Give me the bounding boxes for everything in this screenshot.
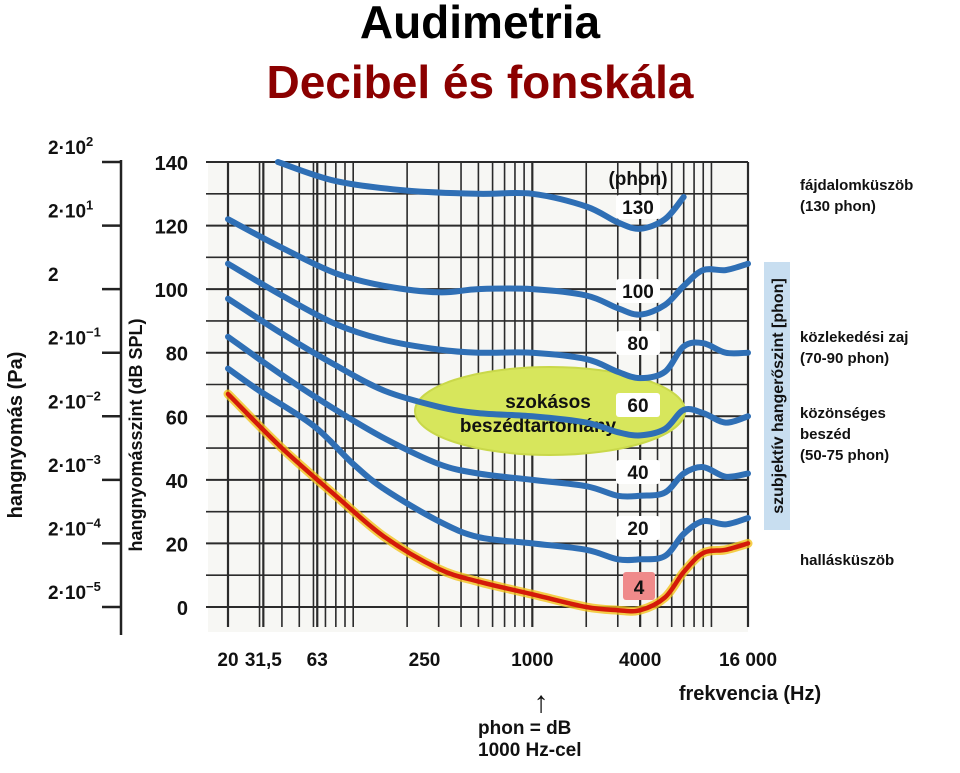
phon-curve-100 — [225, 216, 751, 318]
page-subtitle: Decibel és fonskála — [266, 56, 694, 108]
phon-label-40: 40 — [627, 463, 648, 484]
reference-arrow: ↑ — [534, 686, 549, 719]
right-axis-label-bg — [764, 262, 790, 530]
phon-curves — [223, 159, 753, 616]
side-annotation-line: hallásküszöb — [800, 552, 894, 569]
y-tick-label: 0 — [177, 598, 188, 620]
side-annotation-line: közönséges — [800, 405, 886, 422]
side-annotations: szubjektív hangerőszint [phon] fájdalomkü… — [764, 177, 913, 569]
phon-header-label: (phon) — [608, 169, 667, 190]
pa-tick-label: 2·10−4 — [48, 515, 102, 540]
x-tick-label: 1000 — [511, 650, 553, 671]
x-tick-label: 63 — [307, 650, 328, 671]
y-tick-label: 40 — [166, 471, 188, 493]
reference-note-line: phon = dB — [478, 718, 571, 739]
phon-curve-80 — [225, 260, 751, 382]
phon-label-100: 100 — [622, 282, 654, 303]
phon-label-60: 60 — [627, 396, 648, 417]
phon-label-20: 20 — [627, 519, 648, 540]
pa-tick-label: 2·10−3 — [48, 452, 101, 477]
pa-tick-label: 2·10−2 — [48, 388, 101, 413]
phon-badge-60 — [616, 393, 660, 417]
y-tick-label: 60 — [166, 407, 188, 429]
y-axis-label-pa: hangnyomás (Pa) — [5, 352, 27, 519]
right-axis-label: szubjektív hangerőszint [phon] — [770, 278, 787, 514]
side-annotation-line: fájdalomküszöb — [800, 177, 913, 194]
x-axis-label: frekvencia (Hz) — [679, 683, 821, 705]
x-tick-label: 20 — [217, 650, 238, 671]
pa-tick-exponent: −3 — [86, 452, 101, 467]
threshold-label: 4 — [634, 578, 645, 599]
x-tick-label: 31,5 — [245, 650, 282, 671]
x-tick-label: 250 — [409, 650, 441, 671]
phon-curve-20 — [225, 365, 751, 564]
x-tick-label: 4000 — [619, 650, 661, 671]
pa-tick-exponent: −5 — [86, 579, 101, 594]
threshold-badge — [623, 572, 655, 600]
pa-tick-exponent: −4 — [86, 515, 102, 530]
curve-labels: (phon) 130 100 80 60 40 20 4 — [608, 169, 668, 600]
phon-badge-40 — [616, 460, 660, 484]
x-tick-label: 16 000 — [719, 650, 777, 671]
side-annotation-line: (130 phon) — [800, 198, 876, 215]
phon-badge-20 — [616, 516, 660, 540]
pa-tick-label: 2 — [48, 265, 59, 286]
y-tick-label: 20 — [166, 534, 188, 556]
y-axis-label-db: hangnyomásszint (dB SPL) — [126, 318, 146, 551]
side-annotation-line: beszéd — [800, 426, 851, 443]
side-annotation-line: (50-75 phon) — [800, 447, 889, 464]
y-tick-label: 100 — [155, 280, 188, 302]
y-tick-label: 80 — [166, 344, 188, 366]
pa-tick-exponent: 2 — [86, 134, 93, 149]
phon-badge-100 — [616, 279, 660, 303]
pa-tick-label: 2·10−1 — [48, 325, 101, 350]
pa-tick-exponent: −2 — [86, 388, 101, 403]
phon-label-130: 130 — [622, 198, 654, 219]
side-annotation-line: közlekedési zaj — [800, 329, 908, 346]
phon-badge-130 — [616, 195, 660, 219]
pa-tick-exponent: −1 — [86, 325, 101, 340]
pa-tick-label: 2·102 — [48, 134, 93, 159]
reference-note-line: 1000 Hz-cel — [478, 740, 582, 761]
pa-tick-label: 2·10−5 — [48, 579, 101, 604]
side-annotation-line: (70-90 phon) — [800, 350, 889, 367]
phon-curve-60 — [225, 295, 751, 439]
pa-tick-exponent: 1 — [86, 198, 93, 213]
pa-tick-label: 2·101 — [48, 198, 93, 223]
phon-badge-80 — [616, 331, 660, 355]
y-tick-label: 120 — [155, 217, 188, 239]
page-title: Audimetria — [359, 0, 601, 48]
speech-zone-label-line1: szokásos — [505, 392, 591, 413]
phon-curve-130 — [274, 159, 687, 232]
y-tick-label: 140 — [155, 153, 188, 175]
phon-curve-40 — [225, 333, 751, 500]
threshold-curve — [225, 391, 751, 614]
phon-label-80: 80 — [627, 334, 648, 355]
